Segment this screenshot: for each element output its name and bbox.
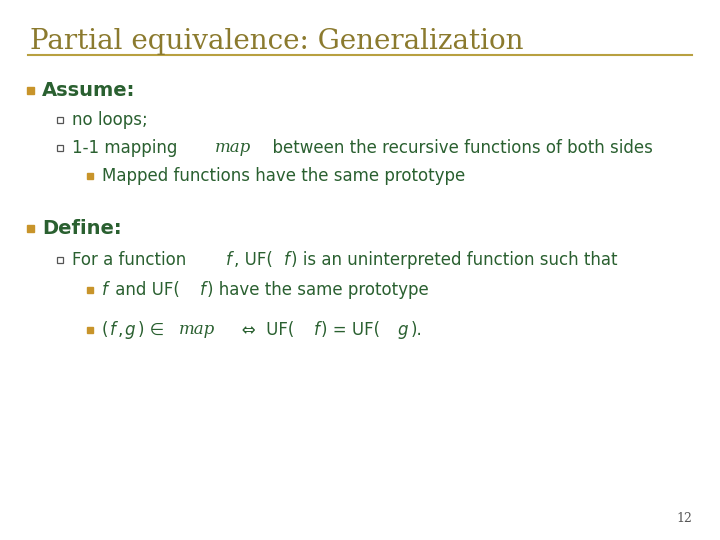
Text: Mapped functions have the same prototype: Mapped functions have the same prototype — [102, 167, 465, 185]
Text: ).: ). — [411, 321, 423, 339]
Text: (: ( — [102, 321, 109, 339]
Text: map: map — [215, 139, 251, 157]
Bar — [87, 173, 93, 179]
Text: , UF(: , UF( — [234, 251, 273, 269]
Text: ⇔  UF(: ⇔ UF( — [225, 321, 294, 339]
Text: 1-1 mapping: 1-1 mapping — [72, 139, 183, 157]
Text: ) = UF(: ) = UF( — [321, 321, 380, 339]
Text: Partial equivalence: Generalization: Partial equivalence: Generalization — [30, 28, 523, 55]
Text: f: f — [102, 281, 108, 299]
Text: ,: , — [118, 321, 123, 339]
Text: f: f — [199, 281, 205, 299]
Bar — [87, 287, 93, 293]
Text: f: f — [314, 321, 320, 339]
Text: g: g — [125, 321, 135, 339]
Text: 12: 12 — [676, 512, 692, 525]
Text: g: g — [397, 321, 408, 339]
Text: Assume:: Assume: — [42, 80, 135, 99]
Text: Define:: Define: — [42, 219, 122, 238]
Text: For a function: For a function — [72, 251, 192, 269]
Text: ) is an uninterpreted function such that: ) is an uninterpreted function such that — [292, 251, 618, 269]
Text: between the recursive functions of both sides: between the recursive functions of both … — [261, 139, 652, 157]
Bar — [58, 257, 63, 263]
Text: no loops;: no loops; — [72, 111, 148, 129]
Bar — [27, 86, 34, 93]
Bar — [58, 117, 63, 123]
Text: map: map — [179, 321, 215, 339]
Text: f: f — [284, 251, 289, 269]
Text: f: f — [226, 251, 232, 269]
Text: ) have the same prototype: ) have the same prototype — [207, 281, 429, 299]
Bar — [87, 327, 93, 333]
Bar — [58, 145, 63, 151]
Text: f: f — [110, 321, 116, 339]
Bar — [27, 225, 34, 232]
Text: ) ∈: ) ∈ — [138, 321, 170, 339]
Text: and UF(: and UF( — [109, 281, 179, 299]
